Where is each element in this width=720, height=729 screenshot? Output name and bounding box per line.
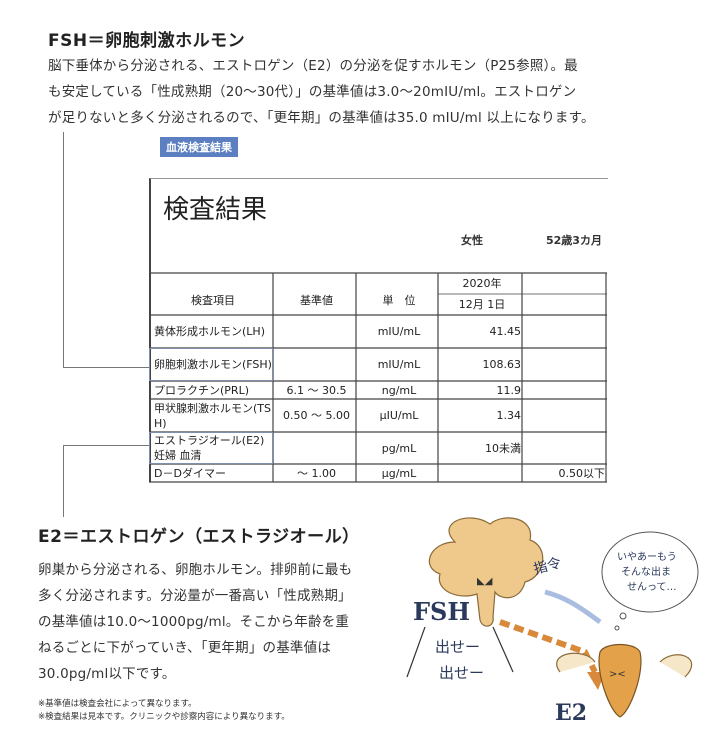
e2-text-line: の基準値は10.0～1000pg/ml。そこから年齢を重	[38, 614, 350, 630]
svg-text:いやあーもう: いやあーもう	[617, 551, 677, 563]
row-value: 41.45	[489, 325, 522, 338]
row-reference	[275, 315, 358, 348]
row-value: 11.9	[496, 383, 522, 397]
test-report: 検査結果 女性 52歳3カ月 検査項目 基準値 単 位	[149, 178, 608, 483]
svg-text:せんって…: せんって…	[627, 581, 677, 593]
row-item: 甲状腺刺激ホルモン(TSH)	[154, 401, 271, 430]
fsh-text-line: が足りないと多く分泌されるので、「更年期」の基準値は35.0 mIU/ml 以上…	[48, 110, 595, 126]
hormone-illustration: ◣◢ FSH 指令 出せー 出せー いやあーもう そんな出ま せんって… >< …	[406, 517, 699, 726]
fsh-text-line: も安定している「性成熟期（20～30代）」の基準値は3.0～20mIU/ml。エ…	[48, 84, 577, 100]
connector-line	[63, 445, 64, 517]
uterus-icon	[598, 643, 642, 718]
row-extra: 0.50以下	[558, 466, 606, 480]
row-reference	[275, 348, 358, 381]
row-extra	[524, 381, 608, 399]
e2-text-line: 30.0pg/ml以下です。	[38, 666, 176, 682]
header-year: 2020年	[462, 277, 502, 290]
e2-text-line: 多く分泌されます。分泌量が一番高い「性成熟期」	[38, 588, 352, 604]
row-value: 10未満	[485, 441, 521, 455]
row-reference: ～ 1.00	[297, 466, 336, 480]
connector-line	[63, 132, 64, 368]
fsh-row-highlight	[149, 348, 273, 381]
connector-line	[63, 445, 149, 446]
e2-text-line: 卵巣から分泌される、卵胞ホルモン。排卵前に最も	[38, 562, 353, 578]
row-item: プロラクチン(PRL)	[154, 383, 249, 397]
row-extra	[524, 399, 608, 432]
header-date: 12月 1日	[458, 298, 506, 311]
report-title: 検査結果	[163, 195, 268, 225]
fsh-text-line: 脳下垂体から分泌される、エストロゲン（E2）の分泌を促すホルモン（P25参照）。…	[48, 58, 578, 74]
row-extra	[524, 315, 608, 348]
footnote: ※検査結果は見本です。クリニックや診察内容により異なります。	[38, 712, 290, 722]
e2-label: E2	[555, 700, 587, 726]
header-reference: 基準値	[300, 293, 333, 307]
speech-bubble	[601, 531, 699, 613]
shout-text: 出せー	[435, 638, 480, 656]
fsh-label: FSH	[413, 597, 470, 626]
row-unit: ng/mL	[381, 383, 417, 397]
row-unit: mIU/mL	[377, 325, 421, 338]
row-value: 108.63	[482, 358, 522, 371]
shout-text: 出せー	[439, 664, 484, 682]
row-reference: 0.50 ～ 5.00	[283, 409, 350, 422]
row-reference	[275, 432, 358, 464]
svg-text:そんな出ま: そんな出ま	[621, 565, 671, 578]
row-unit: pg/mL	[381, 441, 417, 455]
blood-test-badge: 血液検査結果	[160, 137, 238, 157]
header-item: 検査項目	[191, 293, 235, 307]
svg-text:><: ><	[609, 669, 626, 680]
footnote: ※基準値は検査会社によって異なります。	[38, 699, 197, 709]
connector-line	[63, 367, 149, 368]
row-extra	[524, 432, 608, 464]
row-extra	[524, 348, 608, 381]
e2-row-highlight	[149, 432, 273, 464]
row-unit: μIU/mL	[379, 409, 419, 422]
e2-title: E2＝エストロゲン（エストラジオール）	[38, 527, 360, 547]
header-unit: 単 位	[382, 293, 416, 307]
brain-icon	[428, 517, 544, 627]
row-reference: 6.1 ～ 30.5	[286, 383, 347, 397]
row-item: D－Dダイマー	[154, 466, 226, 480]
row-item: 黄体形成ホルモン(LH)	[154, 325, 265, 338]
row-unit: μg/mL	[381, 466, 417, 480]
row-item: エストラジオール(E2)妊婦 血清	[154, 434, 265, 462]
row-item: 卵胞刺激ホルモン(FSH)	[154, 358, 272, 371]
report-age: 52歳3カ月	[546, 234, 602, 247]
arrow-icon	[499, 619, 598, 674]
e2-text-line: ねるごとに下がっていき、「更年期」の基準値は	[38, 640, 332, 656]
row-value	[440, 464, 524, 482]
row-value: 1.34	[496, 409, 522, 422]
row-unit: mIU/mL	[377, 358, 421, 371]
command-label: 指令	[532, 555, 563, 578]
fsh-title: FSH＝卵胞刺激ホルモン	[48, 31, 246, 51]
svg-text:◣◢: ◣◢	[477, 576, 493, 587]
report-sex: 女性	[461, 234, 483, 247]
